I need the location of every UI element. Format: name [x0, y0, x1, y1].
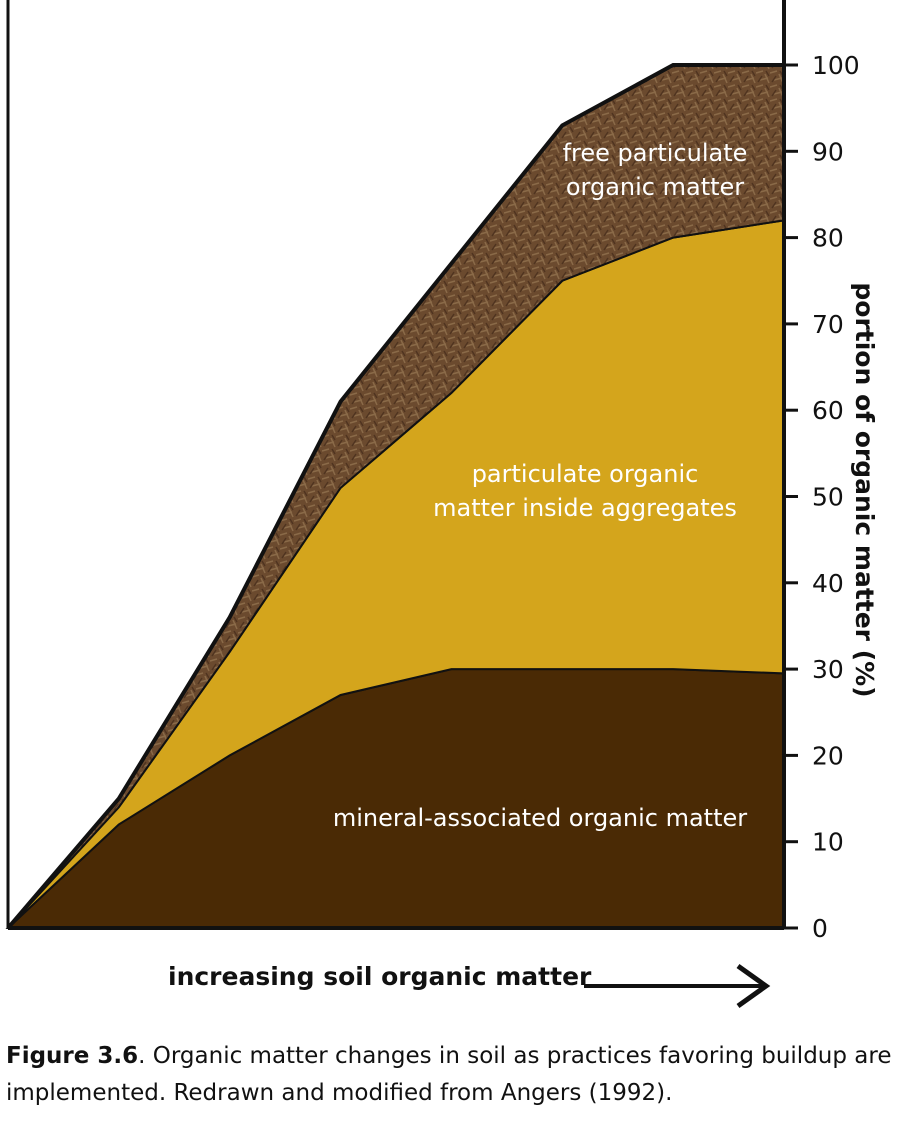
y-tick-label: 30	[812, 655, 844, 684]
y-tick-label: 10	[812, 828, 844, 857]
y-tick-label: 100	[812, 51, 860, 80]
y-tick-label: 70	[812, 310, 844, 339]
y-tick-label: 60	[812, 396, 844, 425]
y-tick-label: 20	[812, 741, 844, 770]
y-tick-label: 90	[812, 137, 844, 166]
x-axis-label: increasing soil organic matter	[168, 962, 592, 991]
series-label: matter inside aggregates	[433, 494, 737, 522]
y-tick-label: 0	[812, 914, 828, 943]
x-axis-arrow-icon	[584, 963, 771, 1009]
y-tick-label: 80	[812, 224, 844, 253]
total-outline	[6, 63, 784, 930]
series-label: particulate organic	[472, 460, 699, 488]
figure-caption: Figure 3.6. Organic matter changes in so…	[6, 1038, 894, 1112]
y-tick-label: 50	[812, 483, 844, 512]
figure-number: Figure 3.6	[6, 1043, 139, 1069]
y-tick-label: 40	[812, 569, 844, 598]
y-axis-label: portion of organic matter (%)	[850, 282, 879, 697]
series-label: mineral-associated organic matter	[333, 804, 747, 832]
caption-text: . Organic matter changes in soil as prac…	[6, 1043, 892, 1106]
series-label: free particulate	[563, 139, 748, 167]
chart: 0 10 20 30 40 50 60 70 80 90 100 mineral-associate…	[5, 0, 879, 943]
series-label: organic matter	[566, 173, 744, 201]
